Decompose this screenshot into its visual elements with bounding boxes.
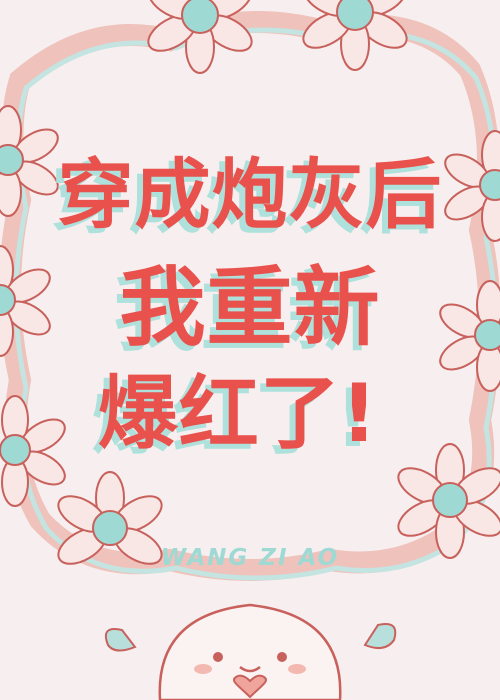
flower-right-middle <box>439 280 500 392</box>
exclamation-mark: ! <box>340 367 379 460</box>
title-line-3: 爆红了! 爆红了! <box>0 368 488 465</box>
mascot-left-hand <box>104 628 137 652</box>
mascot-right-hand <box>363 623 397 650</box>
mascot-left-blush <box>194 664 212 674</box>
mascot-mouth <box>239 665 261 673</box>
mascot-body <box>158 603 342 700</box>
flower-bottom-left <box>57 471 163 565</box>
mascot-illustration <box>104 603 397 700</box>
flower-right-bottom <box>397 443 500 559</box>
title-line-3-words: 爆红了 <box>97 367 341 460</box>
mascot-left-eye <box>213 652 223 662</box>
mascot-right-eye <box>277 652 287 662</box>
title-line-1-shadow: 穿成炮灰后 <box>51 155 437 244</box>
flower-right-top <box>444 130 500 242</box>
heart-icon <box>233 674 267 699</box>
title-line-2: 我重新 我重新 <box>0 258 500 361</box>
title-line-2-shadow: 我重新 <box>113 263 375 363</box>
title-line-3-shadow: 爆红了! <box>91 372 373 465</box>
flower-left-bottom <box>0 395 66 507</box>
flower-left-middle <box>0 245 51 357</box>
mascot-right-blush <box>288 664 306 674</box>
flower-left-top <box>0 105 59 217</box>
flower-top-right <box>302 0 408 71</box>
title-line-1-text: 穿成炮灰后 <box>57 150 443 239</box>
title-line-3-text: 爆红了! <box>0 368 488 460</box>
title-line-1: 穿成炮灰后 穿成炮灰后 <box>0 150 500 244</box>
flower-top-left <box>147 0 253 74</box>
author-name: WANG ZI AO <box>160 545 340 571</box>
title-line-2-text: 我重新 <box>119 258 381 358</box>
